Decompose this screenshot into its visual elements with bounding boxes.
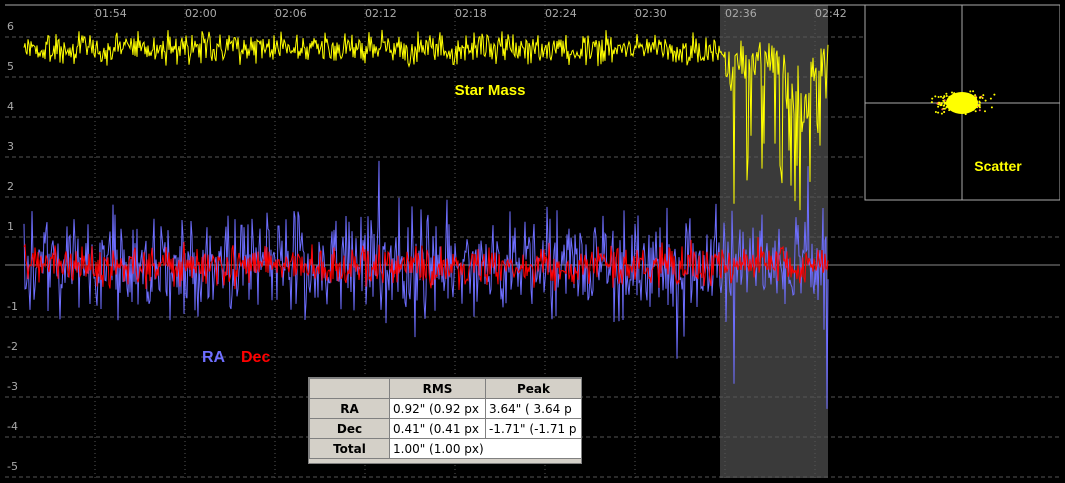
stats-table: RMS Peak RA 0.92" (0.92 px 3.64" ( 3.64 … [308, 377, 582, 464]
y-tick-label: 5 [7, 60, 14, 73]
scatter-point [937, 96, 940, 98]
scatter-point [990, 106, 993, 109]
y-tick-label: -1 [7, 300, 18, 313]
stats-peak-value: -1.71" (-1.71 p [485, 418, 581, 439]
x-tick-label: 02:18 [455, 7, 487, 20]
x-tick-label: 02:06 [275, 7, 307, 20]
scatter-point [972, 90, 975, 93]
x-tick-label: 01:54 [95, 7, 127, 20]
scatter-point [945, 95, 948, 97]
scatter-point [940, 95, 942, 98]
scatter-point [942, 99, 945, 102]
scatter-point [937, 111, 940, 114]
scatter-label: Scatter [974, 158, 1022, 174]
y-tick-label: 4 [7, 100, 14, 113]
scatter-point [943, 107, 946, 110]
y-tick-label: -5 [7, 460, 18, 473]
right-border [1060, 0, 1065, 483]
series-traces [23, 29, 829, 409]
x-tick-label: 02:12 [365, 7, 397, 20]
stats-rms-value: 0.41" (0.41 px [389, 418, 486, 439]
scatter-point [978, 109, 981, 112]
y-axis-ticks: 6 5 4 3 2 1 -1 -2 -3 -4 -5 [7, 20, 18, 473]
stats-row-ra: RA 0.92" (0.92 px 3.64" ( 3.64 p [309, 398, 581, 419]
scatter-point [993, 93, 996, 96]
scatter-point [943, 111, 946, 113]
scatter-point [934, 111, 937, 113]
scatter-point [984, 110, 986, 113]
scatter-point [940, 112, 943, 115]
scatter-point [943, 95, 946, 98]
scatter-point [978, 103, 981, 106]
scatter-point [936, 102, 939, 105]
scatter-point [982, 94, 985, 97]
scatter-point [974, 110, 977, 113]
scatter-point [940, 102, 943, 104]
x-tick-label: 02:36 [725, 7, 757, 20]
scatter-point [931, 97, 934, 100]
scatter-point [945, 92, 948, 95]
scatter-points [930, 90, 996, 116]
scatter-point [984, 99, 987, 102]
stats-header-empty [309, 378, 390, 399]
scatter-point [951, 91, 953, 94]
dec-series-line [23, 236, 829, 291]
star-mass-series-line [23, 29, 829, 211]
x-tick-label: 02:42 [815, 7, 847, 20]
stats-header-rms: RMS [389, 378, 486, 399]
scatter-panel: Scatter [864, 4, 1061, 201]
ra-series-line [23, 160, 829, 409]
scatter-point [937, 105, 940, 108]
scatter-point [969, 90, 972, 93]
stats-header-peak: Peak [485, 378, 581, 399]
dec-legend-label: Dec [241, 349, 270, 366]
stats-peak-value: 3.64" ( 3.64 p [485, 398, 581, 419]
scatter-point [974, 94, 977, 97]
scatter-point [978, 106, 981, 109]
scatter-point [942, 104, 945, 107]
stats-rms-value: 1.00" (1.00 px) [389, 438, 581, 459]
stats-rms-value: 0.92" (0.92 px [389, 398, 486, 419]
ra-legend-label: RA [202, 349, 226, 366]
stats-row-total: Total 1.00" (1.00 px) [309, 438, 581, 459]
x-tick-label: 02:24 [545, 7, 577, 20]
star-mass-label: Star Mass [455, 82, 526, 99]
stats-row-label: Dec [309, 418, 390, 439]
x-tick-label: 02:30 [635, 7, 667, 20]
scatter-point [934, 95, 937, 98]
y-tick-label: -3 [7, 380, 18, 393]
y-tick-label: 1 [7, 220, 14, 233]
y-tick-label: -4 [7, 420, 18, 433]
stats-row-dec: Dec 0.41" (0.41 px -1.71" (-1.71 p [309, 418, 581, 439]
y-tick-label: -2 [7, 340, 18, 353]
y-tick-label: 3 [7, 140, 14, 153]
stats-row-label: Total [309, 438, 390, 459]
scatter-core [946, 92, 978, 114]
scatter-point [979, 96, 982, 99]
scatter-point [940, 104, 943, 106]
y-tick-label: 2 [7, 180, 14, 193]
x-tick-label: 02:00 [185, 7, 217, 20]
stats-row-label: RA [309, 398, 390, 419]
scatter-point [930, 101, 933, 104]
scatter-point [989, 97, 992, 100]
y-tick-label: 6 [7, 20, 14, 33]
x-axis-ticks: 01:54 02:00 02:06 02:12 02:18 02:24 02:30 02:36… [5, 4, 1060, 20]
scatter-point [979, 101, 981, 104]
scatter-point [941, 108, 944, 111]
